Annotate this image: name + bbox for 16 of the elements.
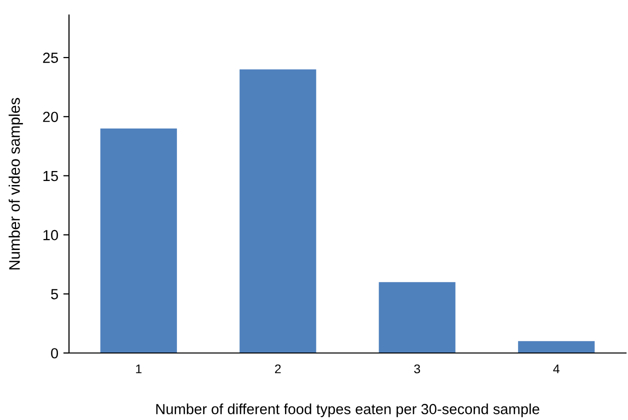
x-axis-title: Number of different food types eaten per 30-second sample <box>156 404 540 418</box>
x-tick-label: 4 <box>553 364 560 374</box>
y-tick-label: 10 <box>43 230 58 240</box>
y-tick-label: 20 <box>43 112 58 122</box>
bar <box>100 128 177 353</box>
y-tick-label: 15 <box>43 170 58 182</box>
x-tick-label: 1 <box>136 364 142 374</box>
y-tick-label: 25 <box>43 52 58 63</box>
y-axis-title: Number of video samples <box>8 98 23 270</box>
bar <box>518 341 595 353</box>
y-tick-label: 5 <box>51 289 58 300</box>
y-tick-label: 0 <box>51 348 58 358</box>
bar <box>378 282 456 353</box>
bar <box>240 69 316 353</box>
x-tick-label: 2 <box>275 364 281 374</box>
x-tick-label: 3 <box>414 364 420 374</box>
